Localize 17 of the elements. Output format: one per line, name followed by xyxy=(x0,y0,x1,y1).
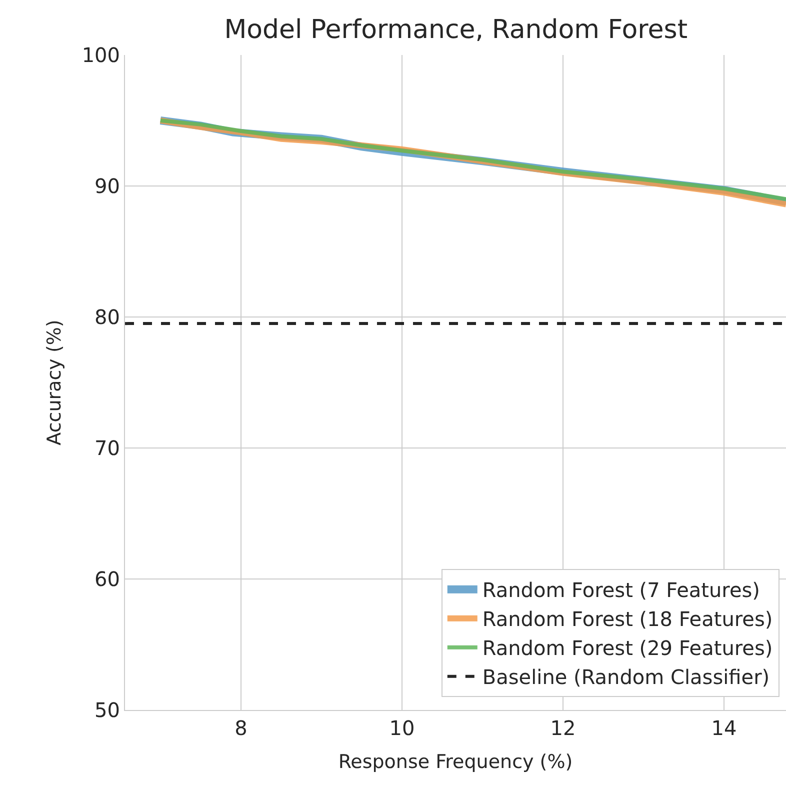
y-tick-label: 60 xyxy=(94,567,120,591)
legend-label: Random Forest (7 Features) xyxy=(482,578,760,602)
legend-label: Baseline (Random Classifier) xyxy=(482,665,770,690)
legend-label: Random Forest (18 Features) xyxy=(482,607,773,632)
legend-label: Random Forest (29 Features) xyxy=(482,636,773,660)
x-tick-label: 12 xyxy=(550,716,576,740)
y-tick-label: 50 xyxy=(94,698,120,722)
y-tick-label: 70 xyxy=(94,436,120,460)
x-tick-label: 10 xyxy=(389,716,415,740)
y-tick-label: 80 xyxy=(94,305,120,329)
x-tick-label: 14 xyxy=(711,716,737,740)
y-tick-label: 100 xyxy=(82,43,120,67)
chart-title: Model Performance, Random Forest xyxy=(224,14,688,45)
x-tick-label: 8 xyxy=(234,716,248,740)
y-axis-title: Accuracy (%) xyxy=(44,320,66,446)
y-tick-label: 90 xyxy=(94,174,120,198)
x-axis-title: Response Frequency (%) xyxy=(338,750,573,773)
